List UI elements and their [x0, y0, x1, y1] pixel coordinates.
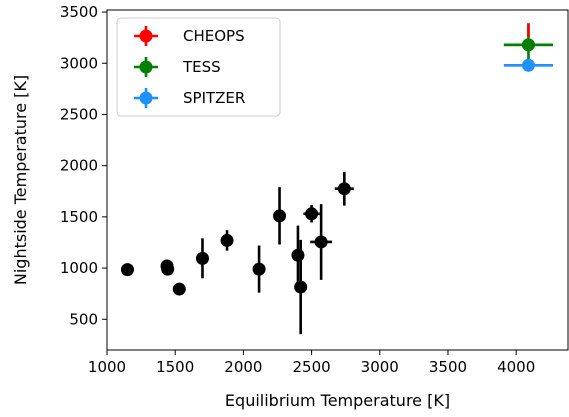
legend: CHEOPS TESS SPITZER: [116, 17, 281, 117]
plot-frame: [106, 9, 569, 351]
x-tick-label: 2500: [292, 358, 330, 376]
series-unlabeled: [120, 171, 354, 335]
data-point: [220, 233, 234, 247]
y-tick-label: 2000: [60, 157, 98, 175]
legend-marker: [139, 29, 153, 43]
data-point: [120, 263, 134, 277]
x-axis-label: Equilibrium Temperature [K]: [225, 391, 450, 410]
data-point: [521, 38, 535, 52]
legend-box: [116, 17, 281, 117]
y-tick-label: 2500: [60, 105, 98, 123]
legend-marker: [139, 91, 153, 105]
axes: 1000 1500 2000 2500 3000 3500 4000 500 1000 1500 2…: [60, 3, 569, 376]
x-tick-label: 1500: [156, 358, 194, 376]
x-tick-label: 3000: [361, 358, 399, 376]
data-point: [172, 282, 186, 296]
series-spitzer: [503, 58, 553, 72]
y-tick-label: 1500: [60, 208, 98, 226]
legend-item-tess: TESS: [134, 57, 221, 77]
x-tick-label: 2000: [224, 358, 262, 376]
y-tick-label: 1000: [60, 259, 98, 277]
y-tick-label: 3500: [60, 3, 98, 21]
legend-label: CHEOPS: [183, 27, 245, 45]
legend-item-cheops: CHEOPS: [134, 26, 245, 46]
y-axis-label: Nightside Temperature [K]: [11, 75, 30, 285]
data-point: [161, 262, 175, 276]
x-tick-label: 4000: [497, 358, 535, 376]
plot-marks: [120, 23, 553, 335]
legend-marker: [139, 60, 153, 74]
data-point: [291, 248, 305, 262]
data-point: [294, 280, 308, 294]
data-point: [252, 262, 266, 276]
data-point: [195, 251, 209, 265]
y-tick-label: 3000: [60, 54, 98, 72]
x-tick-label: 3500: [429, 358, 467, 376]
data-point: [314, 235, 328, 249]
legend-label: TESS: [182, 58, 221, 76]
legend-label: SPITZER: [183, 89, 245, 107]
data-point: [521, 58, 535, 72]
data-point: [337, 182, 351, 196]
data-point: [305, 207, 319, 221]
data-point: [273, 209, 287, 223]
y-tick-label: 500: [69, 310, 98, 328]
legend-item-spitzer: SPITZER: [134, 88, 245, 108]
x-tick-label: 1000: [88, 358, 126, 376]
